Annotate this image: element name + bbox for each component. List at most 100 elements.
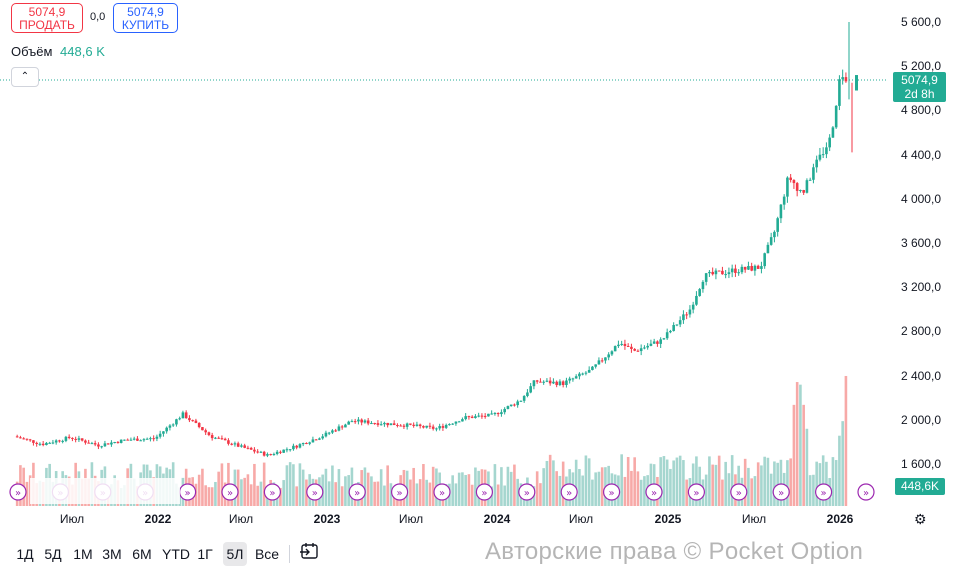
range-button-YTD[interactable]: YTD (162, 546, 190, 562)
candle-body (526, 392, 529, 397)
gear-icon[interactable]: ⚙ (914, 511, 927, 527)
volume-bar (363, 467, 367, 506)
candle-body (636, 350, 640, 352)
candle-body (214, 437, 217, 439)
volume-title: Объём (11, 44, 53, 59)
candle-body (513, 404, 516, 406)
candle-body (168, 425, 172, 428)
volume-bar (623, 476, 627, 506)
go-to-date-icon[interactable] (300, 541, 320, 566)
candle-body (591, 366, 594, 370)
candle-body (311, 439, 315, 443)
volume-bar (600, 467, 604, 506)
volume-bar (379, 469, 383, 506)
volume-bar (561, 461, 565, 506)
candle-body (545, 380, 549, 382)
event-marker-icon (602, 483, 621, 501)
candle-body (685, 314, 688, 316)
candle-body (805, 180, 809, 193)
candle-body (399, 425, 402, 427)
volume-bar (682, 460, 685, 506)
candle-body (496, 413, 500, 415)
candle-body (288, 449, 292, 451)
volume-bar (467, 474, 471, 506)
candle-body (659, 339, 662, 344)
candle-body (532, 380, 536, 387)
volume-bar (288, 462, 292, 506)
volume-bar (841, 421, 844, 506)
range-button-6М[interactable]: 6М (132, 546, 152, 562)
candle-body (249, 447, 253, 450)
price-axis[interactable]: 5 600,0 5 200,0 4 800,0 4 400,0 4 000,0 3 600… (888, 0, 953, 508)
volume-bar (496, 484, 500, 506)
range-button-Все[interactable]: Все (254, 546, 280, 562)
candle-body (789, 177, 792, 181)
range-button-3М[interactable]: 3М (102, 546, 122, 562)
volume-bar (779, 459, 783, 506)
price-axis-label: 3 200,0 (900, 280, 941, 295)
volume-bar (815, 461, 818, 506)
chart-canvas[interactable]: »»»»»»»»»»»»»»»»»»»»» (0, 0, 888, 508)
candle-body (428, 425, 432, 427)
volume-bar (724, 461, 727, 506)
candle-body (548, 380, 552, 384)
chevron-up-icon[interactable]: ⌃ (11, 67, 39, 87)
candle-body (578, 373, 581, 377)
last-price-tag: 5074,9 2d 8h (893, 72, 946, 102)
volume-bar (513, 464, 516, 506)
candle-body (204, 430, 207, 433)
candle-body (831, 127, 835, 138)
candle-body (708, 271, 711, 274)
candle-body (389, 423, 393, 426)
volume-bar (418, 479, 422, 506)
candle-body (552, 381, 555, 384)
range-toolbar: 1Д 5Д 1М 3М 6М YTD 1Г 5Л Все (0, 539, 953, 569)
event-marker-icon (772, 483, 790, 501)
candle-body (422, 426, 425, 428)
range-button-5Л[interactable]: 5Л (223, 542, 247, 566)
candle-body (509, 404, 513, 407)
candle-body (503, 408, 506, 413)
candle-body (363, 420, 367, 423)
volume-bar (639, 479, 643, 506)
candle-body (571, 378, 575, 380)
candle-body (691, 304, 695, 310)
candle-body (145, 438, 149, 440)
candle-body (776, 218, 779, 232)
volume-legend[interactable]: Объём 448,6 K (11, 44, 105, 59)
candle-body (292, 445, 295, 450)
candle-body (253, 449, 256, 452)
time-axis-label: 2023 (313, 512, 341, 526)
price-chart[interactable]: »»»»»»»»»»»»»»»»»»»»» (0, 0, 888, 508)
volume-bar (236, 469, 240, 506)
candle-body (191, 420, 194, 422)
volume-bar (792, 404, 796, 506)
candle-body (236, 443, 240, 447)
candle-body (786, 177, 789, 197)
candle-body (259, 451, 263, 453)
candle-body (607, 354, 610, 358)
volume-bar (383, 485, 386, 506)
range-button-1Г[interactable]: 1Г (197, 546, 213, 562)
sell-button[interactable]: 5074,9 ПРОДАТЬ (11, 3, 83, 33)
volume-price-tag: 448,6K (895, 478, 945, 495)
range-button-5Д[interactable]: 5Д (44, 546, 62, 562)
volume-bar (327, 481, 331, 506)
volume-bar (685, 479, 688, 506)
candle-body (396, 425, 399, 427)
candle-body (665, 332, 669, 339)
candle-body (350, 421, 354, 423)
volume-bar (298, 463, 302, 506)
volume-bar (503, 485, 506, 506)
buy-button[interactable]: 5074,9 КУПИТЬ (113, 3, 178, 33)
volume-bar (366, 472, 370, 506)
volume-bar (415, 483, 419, 506)
candle-body (730, 268, 734, 273)
candle-body (724, 274, 727, 276)
volume-bar (659, 457, 662, 506)
volume-bar (581, 475, 584, 506)
range-button-1М[interactable]: 1М (73, 546, 93, 562)
range-button-1Д[interactable]: 1Д (16, 546, 34, 562)
event-marker-icon (518, 483, 536, 501)
volume-bar (831, 457, 835, 506)
